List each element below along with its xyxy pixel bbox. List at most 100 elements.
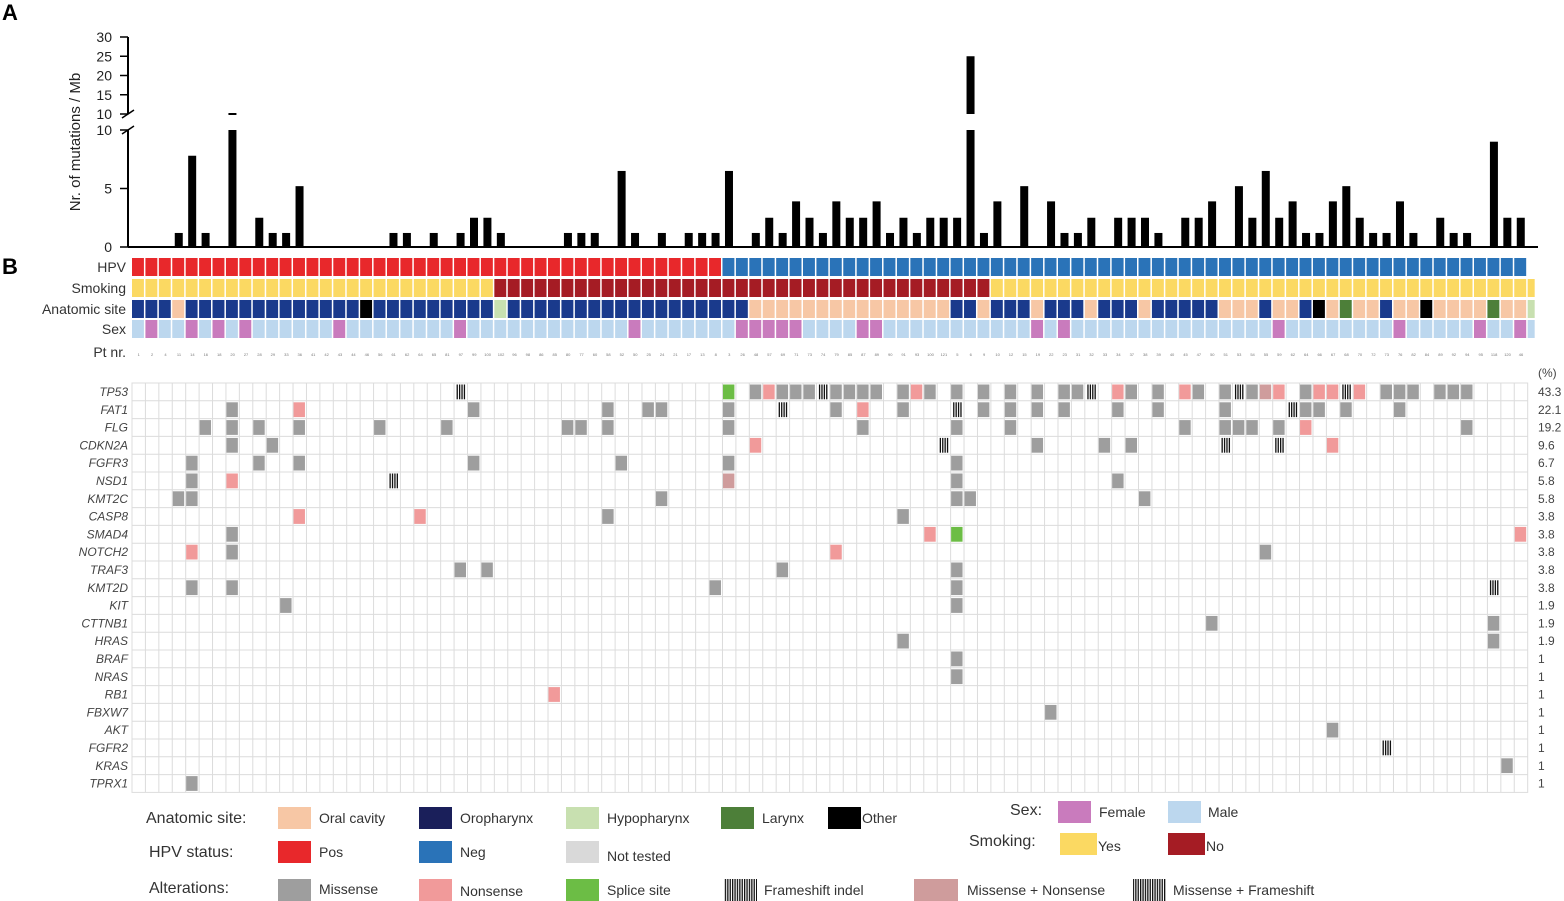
track-cell bbox=[735, 320, 748, 338]
alteration-cell bbox=[293, 509, 305, 524]
track-cell bbox=[1433, 279, 1446, 297]
alteration-cell bbox=[186, 455, 198, 471]
track-cell bbox=[964, 258, 976, 276]
track-cell bbox=[158, 320, 171, 338]
gene-percent: 3.8 bbox=[1538, 545, 1555, 559]
frameshift-stripe bbox=[1280, 437, 1282, 453]
patient-id: 18 bbox=[217, 352, 222, 357]
track-cell bbox=[534, 258, 547, 276]
legend-mis-fs: Missense + Frameshift bbox=[1173, 882, 1314, 898]
track-cell bbox=[1353, 258, 1366, 276]
alteration-cell bbox=[1031, 437, 1044, 453]
track-cell bbox=[225, 300, 238, 318]
track-cell bbox=[467, 279, 480, 297]
alteration-cell bbox=[1326, 384, 1339, 400]
alteration-cell bbox=[749, 384, 762, 400]
legend-swatch-other bbox=[828, 807, 861, 829]
legend-swatch-mis-fs bbox=[1133, 879, 1166, 901]
patient-id: 12 bbox=[1009, 352, 1014, 357]
legend-yes: Yes bbox=[1098, 838, 1121, 854]
alteration-cell bbox=[951, 402, 963, 418]
alteration-cell bbox=[830, 384, 842, 400]
track-cell bbox=[1151, 279, 1164, 297]
track-cell bbox=[1044, 279, 1057, 297]
track-cell bbox=[534, 279, 547, 297]
tmb-bar bbox=[912, 232, 921, 247]
alteration-cell bbox=[1219, 402, 1231, 418]
alteration-cell bbox=[253, 455, 265, 471]
track-cell bbox=[1380, 258, 1392, 276]
track-cell bbox=[829, 258, 842, 276]
frameshift-stripe bbox=[1497, 580, 1499, 596]
track-cell bbox=[829, 320, 842, 338]
track-cell bbox=[628, 258, 641, 276]
track-cell bbox=[507, 320, 520, 338]
tmb-bar bbox=[1369, 232, 1378, 247]
alteration-cell bbox=[977, 384, 990, 400]
tmb-bar bbox=[590, 232, 599, 247]
track-cell bbox=[655, 258, 668, 276]
track-cell bbox=[1272, 258, 1285, 276]
track-cell bbox=[400, 279, 413, 297]
track-cell bbox=[373, 300, 386, 318]
legend-swatch-missense bbox=[278, 879, 311, 901]
patient-id: 58 bbox=[606, 352, 611, 357]
alteration-cell bbox=[1273, 420, 1285, 435]
patient-id: 100 bbox=[927, 352, 934, 357]
alteration-cell bbox=[468, 455, 480, 471]
alteration-cell bbox=[803, 384, 815, 400]
track-cell bbox=[641, 300, 654, 318]
tmb-bar bbox=[496, 232, 505, 247]
gene-percent: 1 bbox=[1538, 652, 1545, 666]
track-cell bbox=[199, 300, 212, 318]
track-cell bbox=[762, 300, 775, 318]
tmb-bar bbox=[778, 232, 787, 247]
gene-label: NSD1 bbox=[96, 474, 128, 488]
alteration-cell bbox=[897, 509, 909, 524]
track-cell bbox=[843, 320, 856, 338]
patient-id: 44 bbox=[351, 352, 356, 357]
track-cell bbox=[1031, 320, 1044, 338]
tmb-bar bbox=[174, 232, 183, 247]
track-cell bbox=[145, 258, 158, 276]
alteration-cell bbox=[468, 402, 480, 418]
tmb-bar bbox=[1127, 217, 1136, 247]
track-cell bbox=[561, 320, 574, 338]
legend-swatch-larynx bbox=[721, 807, 754, 829]
alteration-cell bbox=[1461, 384, 1473, 400]
frameshift-stripe bbox=[1344, 384, 1346, 400]
alteration-cell bbox=[1514, 526, 1527, 542]
track-cell bbox=[789, 279, 802, 297]
track-cell bbox=[1205, 320, 1218, 338]
track-cell bbox=[950, 279, 963, 297]
tmb-bar bbox=[845, 217, 854, 247]
track-cell bbox=[306, 279, 319, 297]
alteration-cell bbox=[253, 420, 265, 435]
track-cell bbox=[1017, 279, 1030, 297]
tmb-bar bbox=[886, 232, 895, 247]
track-cell bbox=[628, 300, 641, 318]
alteration-cell bbox=[186, 776, 198, 791]
track-cell bbox=[588, 300, 601, 318]
track-cell bbox=[615, 258, 628, 276]
patient-id: 98 bbox=[526, 352, 531, 357]
track-cell bbox=[1420, 300, 1433, 318]
patient-id: 20 bbox=[230, 352, 235, 357]
track-cell bbox=[467, 320, 480, 338]
track-cell bbox=[1272, 279, 1285, 297]
frameshift-stripe bbox=[461, 384, 463, 400]
alteration-cell bbox=[615, 455, 628, 471]
track-cell bbox=[803, 258, 815, 276]
track-label: HPV bbox=[97, 259, 126, 275]
legend-swatch-pos bbox=[278, 841, 311, 863]
frameshift-stripe bbox=[1291, 402, 1293, 418]
alteration-cell bbox=[186, 473, 198, 489]
track-cell bbox=[615, 279, 628, 297]
track-cell bbox=[239, 279, 252, 297]
track-cell bbox=[373, 258, 386, 276]
track-cell bbox=[252, 300, 265, 318]
track-cell bbox=[1366, 300, 1379, 318]
track-cell bbox=[1366, 279, 1379, 297]
track-cell bbox=[1138, 320, 1151, 338]
